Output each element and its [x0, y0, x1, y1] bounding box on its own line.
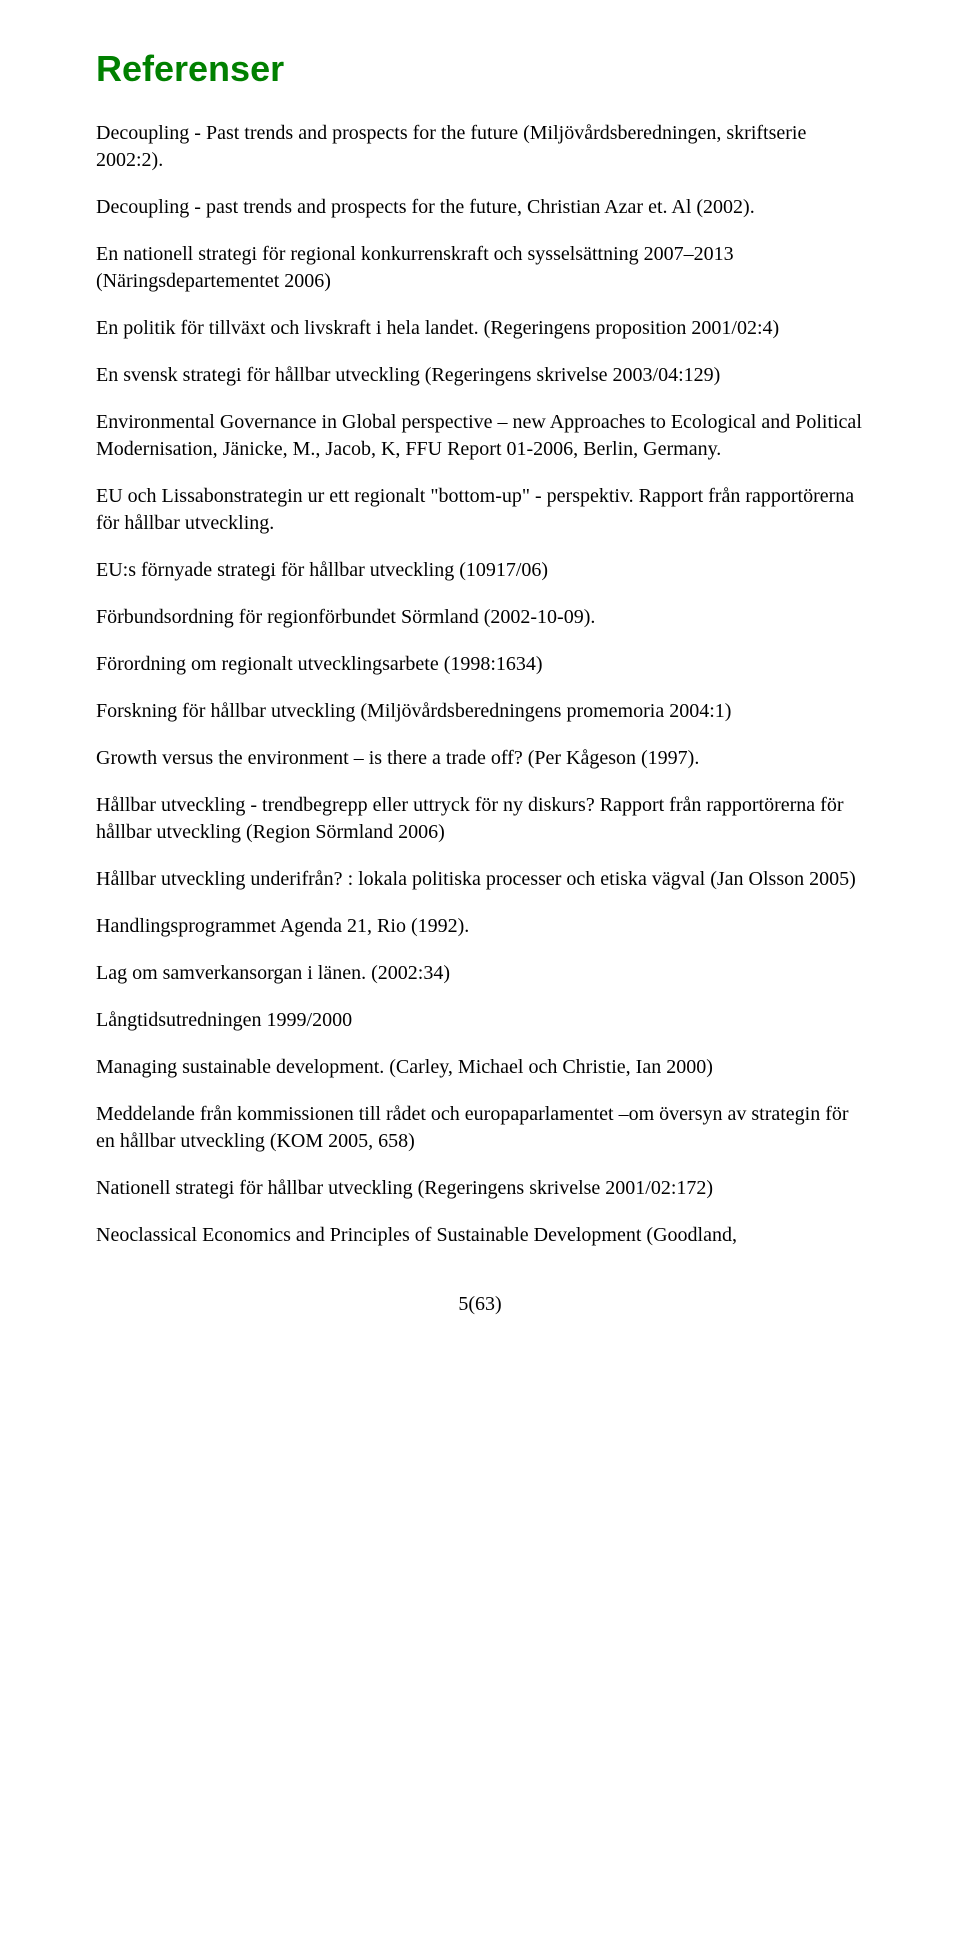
reference-paragraph: Forskning för hållbar utveckling (Miljöv…: [96, 698, 864, 725]
page-container: Referenser Decoupling - Past trends and …: [0, 0, 960, 1356]
reference-paragraph: Environmental Governance in Global persp…: [96, 409, 864, 463]
reference-paragraph: En svensk strategi för hållbar utvecklin…: [96, 362, 864, 389]
reference-paragraph: En politik för tillväxt och livskraft i …: [96, 315, 864, 342]
reference-paragraph: Handlingsprogrammet Agenda 21, Rio (1992…: [96, 913, 864, 940]
reference-paragraph: Förordning om regionalt utvecklingsarbet…: [96, 651, 864, 678]
reference-paragraph: Decoupling - Past trends and prospects f…: [96, 120, 864, 174]
reference-paragraph: Lag om samverkansorgan i länen. (2002:34…: [96, 960, 864, 987]
reference-paragraph: Förbundsordning för regionförbundet Sörm…: [96, 604, 864, 631]
reference-paragraph: Decoupling - past trends and prospects f…: [96, 194, 864, 221]
reference-paragraph: Nationell strategi för hållbar utvecklin…: [96, 1175, 864, 1202]
reference-paragraph: Hållbar utveckling - trendbegrepp eller …: [96, 792, 864, 846]
reference-paragraph: Managing sustainable development. (Carle…: [96, 1054, 864, 1081]
reference-paragraph: Meddelande från kommissionen till rådet …: [96, 1101, 864, 1155]
page-number-footer: 5(63): [96, 1293, 864, 1316]
reference-paragraph: Neoclassical Economics and Principles of…: [96, 1222, 864, 1249]
reference-paragraph: En nationell strategi för regional konku…: [96, 241, 864, 295]
page-heading: Referenser: [96, 48, 864, 90]
reference-paragraph: EU:s förnyade strategi för hållbar utvec…: [96, 557, 864, 584]
reference-paragraph: Hållbar utveckling underifrån? : lokala …: [96, 866, 864, 893]
reference-paragraph: Långtidsutredningen 1999/2000: [96, 1007, 864, 1034]
reference-paragraph: Growth versus the environment – is there…: [96, 745, 864, 772]
reference-paragraph: EU och Lissabonstrategin ur ett regional…: [96, 483, 864, 537]
